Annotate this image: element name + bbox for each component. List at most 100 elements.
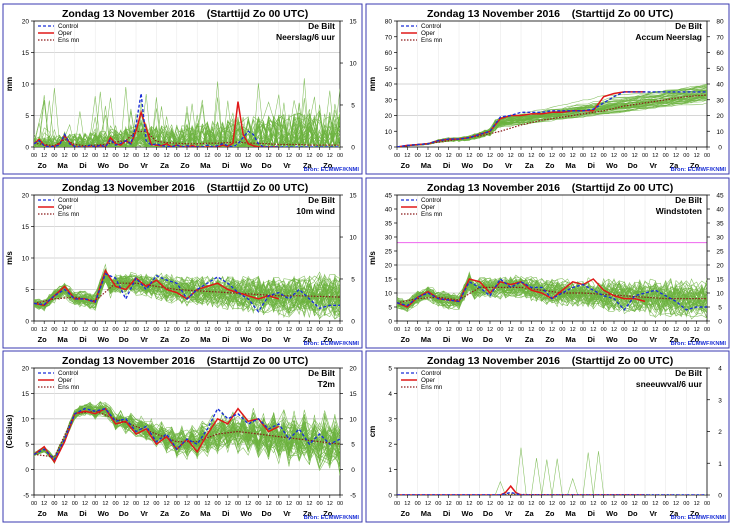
ens-mean-line: [34, 410, 340, 458]
panel-sneeuw: Zondag 13 November 2016 (Starttijd Zo 00 …: [365, 350, 730, 523]
panel-subtitle: (Starttijd Zo 00 UTC): [207, 182, 309, 194]
ensemble-member-line: [34, 271, 340, 311]
panel-frame: [365, 3, 730, 175]
control-line: [397, 491, 707, 495]
source-label: Bron: ECMWF/KNMI: [671, 341, 727, 347]
x-day-label: Wo: [606, 161, 618, 170]
x-tick-label: 12: [184, 327, 190, 333]
x-tick-label: 00: [415, 327, 421, 333]
ensemble-member-line: [34, 280, 340, 318]
y-tick-label: 20: [385, 113, 393, 120]
x-tick-label: 12: [143, 153, 149, 159]
x-tick-label: 00: [518, 501, 524, 507]
x-tick-label: 00: [255, 327, 261, 333]
legend-label: Oper: [58, 30, 72, 37]
x-tick-label: 12: [632, 501, 638, 507]
x-day-label: Do: [483, 509, 493, 518]
x-day-label: Zo: [180, 335, 190, 344]
x-day-label: Za: [303, 161, 313, 170]
x-tick-label: 00: [477, 327, 483, 333]
x-tick-label: 00: [394, 327, 400, 333]
x-tick-label: 12: [446, 327, 452, 333]
x-day-label: Vr: [283, 509, 291, 518]
x-day-label: Vr: [650, 335, 658, 344]
x-tick-label: 12: [590, 153, 596, 159]
y-right-tick-label: 15: [349, 391, 357, 398]
x-day-label: Wo: [98, 161, 110, 170]
panel-frame: [365, 177, 730, 349]
x-tick-label: 00: [174, 501, 180, 507]
y-tick-label: 70: [385, 34, 393, 41]
y-axis-label: mm: [5, 77, 14, 91]
x-day-label: Do: [262, 161, 272, 170]
x-tick-label: 12: [123, 327, 129, 333]
ensemble-member-line: [34, 273, 340, 307]
x-tick-label: 12: [102, 153, 108, 159]
x-day-label: Wo: [606, 509, 618, 518]
ensemble-member-line: [34, 401, 340, 459]
ensemble-member-line: [34, 279, 340, 310]
x-tick-label: 00: [394, 153, 400, 159]
x-day-label: Ma: [200, 161, 211, 170]
y-right-tick-label: 10: [716, 291, 724, 298]
ensemble-member-line: [397, 279, 707, 312]
legend-label: Ens mn: [421, 211, 443, 218]
x-tick-label: 12: [487, 153, 493, 159]
x-tick-label: 12: [694, 327, 700, 333]
y-tick-label: 80: [385, 19, 393, 26]
panel-wind10m: Zondag 13 November 2016 (Starttijd Zo 00 …: [2, 177, 363, 349]
legend-label: Oper: [58, 377, 72, 384]
ensemble-member-line: [34, 102, 340, 147]
panel-accum: Zondag 13 November 2016 (Starttijd Zo 00 …: [365, 3, 730, 175]
panel-subtitle: (Starttijd Zo 00 UTC): [572, 8, 674, 20]
y-right-tick-label: 50: [716, 66, 724, 73]
x-day-label: Wo: [462, 509, 474, 518]
x-tick-label: 12: [327, 153, 333, 159]
x-day-label: Di: [222, 509, 230, 518]
x-tick-label: 00: [337, 153, 343, 159]
x-tick-label: 12: [590, 501, 596, 507]
x-day-label: Ma: [200, 335, 211, 344]
x-day-label: Di: [443, 509, 451, 518]
x-tick-label: 00: [642, 327, 648, 333]
panel-title: Zondag 13 November 2016: [62, 182, 195, 194]
x-tick-label: 00: [92, 327, 98, 333]
y-right-tick-label: 70: [716, 34, 724, 41]
x-tick-label: 12: [41, 327, 47, 333]
source-label: Bron: ECMWF/KNMI: [671, 167, 727, 173]
x-tick-label: 12: [286, 153, 292, 159]
x-day-label: Vr: [505, 161, 513, 170]
y-tick-label: 30: [385, 97, 393, 104]
x-tick-label: 00: [559, 501, 565, 507]
variable-label: Windstoten: [656, 206, 702, 216]
y-right-tick-label: 10: [349, 416, 357, 423]
x-tick-label: 00: [92, 501, 98, 507]
y-right-tick-label: 20: [349, 366, 357, 373]
x-tick-label: 12: [694, 153, 700, 159]
x-tick-label: 12: [673, 327, 679, 333]
y-tick-label: 10: [22, 82, 30, 89]
x-tick-label: 12: [632, 327, 638, 333]
y-right-tick-label: 5: [351, 276, 355, 283]
x-day-label: Di: [443, 161, 451, 170]
legend-label: Control: [421, 197, 441, 204]
x-tick-label: 00: [642, 501, 648, 507]
x-day-label: Ma: [57, 161, 68, 170]
x-tick-label: 00: [255, 153, 261, 159]
control-line: [34, 93, 340, 147]
x-tick-label: 12: [82, 501, 88, 507]
x-tick-label: 12: [570, 153, 576, 159]
location-label: De Bilt: [308, 195, 335, 205]
x-tick-label: 00: [601, 327, 607, 333]
y-right-tick-label: 10: [349, 61, 357, 68]
x-tick-label: 00: [133, 153, 139, 159]
x-tick-label: 12: [590, 327, 596, 333]
ensemble-member-line: [34, 406, 340, 461]
x-tick-label: 00: [518, 327, 524, 333]
legend-label: Ens mn: [421, 37, 443, 44]
y-tick-label: 60: [385, 50, 393, 57]
y-right-tick-label: 20: [716, 113, 724, 120]
x-tick-label: 00: [621, 501, 627, 507]
x-tick-label: 00: [153, 327, 159, 333]
